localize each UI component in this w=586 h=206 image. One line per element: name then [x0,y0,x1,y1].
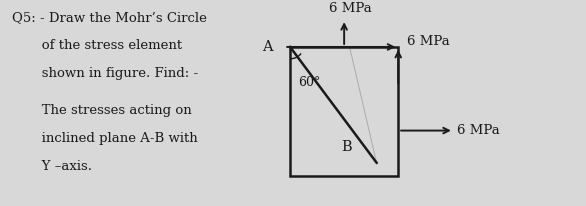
Text: 60°: 60° [298,76,320,89]
Text: inclined plane A-B with: inclined plane A-B with [12,132,198,145]
Bar [290,47,398,176]
Text: Y –axis.: Y –axis. [12,160,93,173]
Text: Q5: - Draw the Mohr’s Circle: Q5: - Draw the Mohr’s Circle [12,11,207,24]
Text: 6 MPa: 6 MPa [456,124,499,137]
Text: B: B [341,140,352,154]
Text: shown in figure. Find: -: shown in figure. Find: - [12,67,199,80]
Text: 6 MPa: 6 MPa [329,2,372,15]
Text: A: A [262,40,272,54]
Text: The stresses acting on: The stresses acting on [12,104,192,117]
Text: 6 MPa: 6 MPa [407,34,449,48]
Text: of the stress element: of the stress element [12,39,182,52]
